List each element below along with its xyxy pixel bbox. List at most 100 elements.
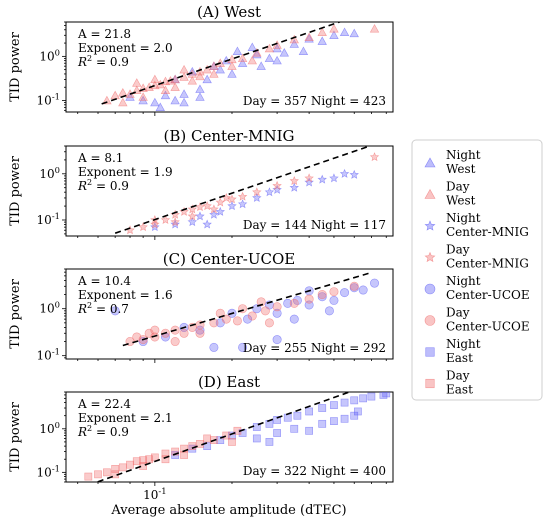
data-point-night [318,404,327,412]
data-point-night [238,342,248,352]
data-point-night [272,184,282,194]
data-point-day [222,431,231,440]
data-point-day [272,302,282,312]
y-tick-label: 10-1 [37,211,60,227]
data-point-night [329,295,339,305]
stat-a: A = 10.4 [77,274,131,288]
legend-label-line2: Center-MNIG [446,257,529,271]
data-point-night [187,217,198,227]
stat-counts: Day = 144 Night = 117 [243,218,386,232]
data-point-night [252,304,262,314]
stat-r2: R2 = 0.9 [77,424,129,439]
data-point-day [150,74,160,84]
data-point-day [179,206,189,216]
data-point-night [273,416,281,424]
data-point-night [370,278,380,288]
data-point-night [232,46,243,55]
data-point-day [179,328,189,338]
legend-label-line2: East [446,383,473,397]
data-point-night [305,426,313,435]
y-tick-label: 10-1 [37,463,60,479]
data-point-day [103,468,111,477]
data-point-night [283,413,292,422]
data-point-day [247,55,257,65]
data-point-day [256,297,266,307]
fit-line [122,271,372,347]
data-point-day [160,214,171,225]
data-point-day [202,201,212,211]
y-axis-label: TID power [8,401,23,471]
y-tick-label: 100 [39,420,60,436]
data-point-night [382,392,391,398]
stat-r2: R2 = 0.9 [77,54,129,69]
legend-label-line2: Center-UCOE [446,320,530,334]
square-marker-icon [425,347,435,357]
legend-label-line1: Day [446,180,470,194]
data-point-night [155,102,165,112]
data-point-day [247,311,257,321]
y-tick-label: 100 [39,300,60,316]
stat-a: A = 8.1 [77,151,123,165]
data-point-night [227,201,237,211]
plot-area [65,268,394,360]
data-point-day [138,92,148,101]
stat-exponent: Exponent = 1.9 [78,165,173,179]
data-point-day [118,97,128,107]
fit-line [101,22,342,105]
data-point-day [180,451,188,459]
y-axis-label: TID power [8,155,23,225]
data-point-day [369,152,380,162]
data-point-night [317,36,327,45]
data-point-night [228,431,236,440]
data-point-night [290,424,299,433]
stat-a: A = 21.8 [77,27,131,41]
legend-label-line2: West [446,162,476,176]
data-point-night [272,55,282,65]
data-point-night [202,219,212,229]
data-point-day [252,48,262,57]
triangle-marker-icon [424,157,436,168]
data-point-day [84,472,93,481]
data-point-day [349,281,359,291]
legend-frame [411,139,543,401]
data-point-day [170,217,180,227]
data-point-day [132,78,142,87]
data-point-day [171,447,180,456]
data-point-day [132,457,141,466]
plot-area [65,145,394,237]
data-point-day [150,219,160,229]
panel-west: (A) West 100 10-1 TID power A = 21.8 Expo… [8,3,394,116]
data-point-night [329,173,339,183]
data-point-day [260,306,270,316]
data-point-night [354,407,362,416]
data-point-night [170,95,180,105]
data-point-day [237,53,248,63]
data-point-day [232,316,242,326]
data-point-night [195,211,205,221]
data-point-day [209,204,219,214]
data-point-day [304,294,314,304]
square-marker-icon [425,378,435,389]
data-point-day [180,444,188,453]
data-point-day [228,438,236,446]
circle-marker-icon [424,283,436,295]
data-point-night [289,314,299,324]
data-point-night [317,174,327,184]
data-point-night [340,414,349,423]
legend-label-line1: Day [446,306,470,320]
data-point-day [195,202,205,212]
data-point-night [237,199,248,209]
y-axis-label: TID power [8,31,23,101]
data-point-day [369,24,380,33]
legend-label-line1: Night [446,337,481,351]
data-point-night [293,411,302,420]
data-point-night [265,438,274,446]
data-point-night [283,298,293,308]
data-point-day [187,204,198,214]
data-point-day [329,24,339,33]
legend-label-line1: Day [446,369,470,383]
